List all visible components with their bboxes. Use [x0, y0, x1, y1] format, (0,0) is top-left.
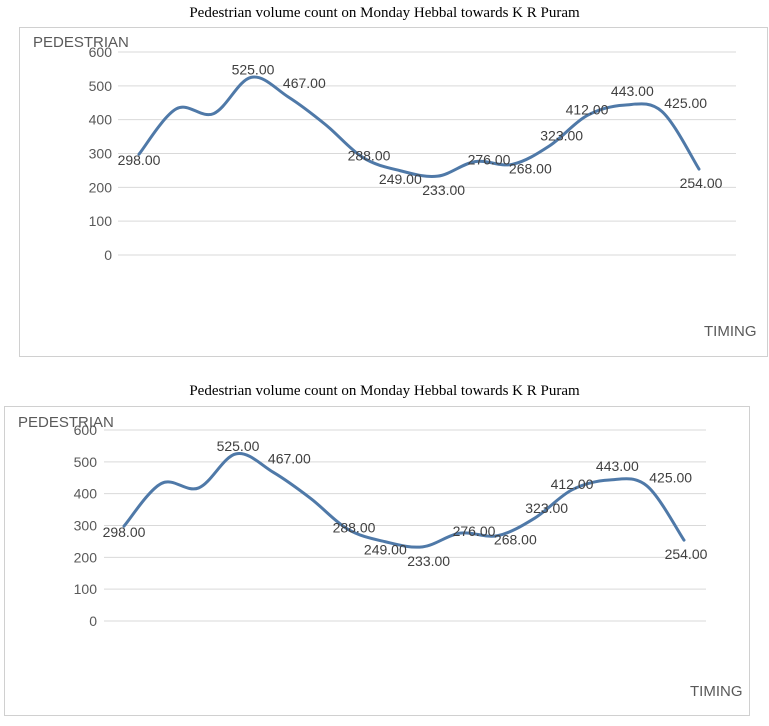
- data-label: 288.00: [348, 148, 391, 164]
- data-label: 249.00: [379, 171, 422, 187]
- data-label: 425.00: [664, 95, 707, 111]
- x-axis-label: TIMING: [690, 683, 743, 700]
- y-tick-label: 600: [74, 422, 98, 438]
- y-tick-label: 100: [74, 581, 98, 597]
- data-label: 249.00: [364, 542, 407, 558]
- y-tick-label: 400: [74, 486, 98, 502]
- data-label: 467.00: [268, 450, 311, 466]
- data-label: 254.00: [680, 175, 723, 191]
- y-tick-label: 300: [74, 518, 98, 534]
- chart-title: Pedestrian volume count on Monday Hebbal…: [189, 5, 580, 21]
- y-tick-label: 200: [89, 179, 113, 195]
- chart-frame: [4, 406, 750, 716]
- y-tick-label: 100: [89, 213, 113, 229]
- data-label: 298.00: [103, 524, 146, 540]
- data-label: 443.00: [611, 83, 654, 99]
- data-label: 323.00: [540, 128, 583, 144]
- data-label: 254.00: [665, 546, 708, 562]
- data-label: 525.00: [217, 438, 260, 454]
- y-tick-label: 600: [89, 44, 113, 60]
- y-tick-label: 500: [74, 454, 98, 470]
- y-tick-label: 0: [104, 247, 112, 263]
- data-label: 443.00: [596, 458, 639, 474]
- series-line: [137, 75, 701, 179]
- data-label: 276.00: [468, 152, 511, 168]
- series-line: [122, 452, 686, 549]
- y-tick-label: 500: [89, 78, 113, 94]
- data-label: 323.00: [525, 500, 568, 516]
- y-axis-label: PEDESTRIAN: [33, 34, 129, 51]
- y-tick-label: 300: [89, 146, 113, 162]
- data-label: 276.00: [453, 523, 496, 539]
- data-label: 233.00: [407, 553, 450, 569]
- data-label: 268.00: [509, 160, 552, 176]
- data-label: 268.00: [494, 532, 537, 548]
- data-label: 288.00: [333, 519, 376, 535]
- data-label: 525.00: [232, 61, 275, 77]
- data-label: 467.00: [283, 75, 326, 91]
- y-tick-label: 400: [89, 112, 113, 128]
- y-tick-label: 200: [74, 549, 98, 565]
- data-label: 412.00: [551, 476, 594, 492]
- x-axis-label: TIMING: [704, 323, 757, 340]
- data-label: 412.00: [566, 102, 609, 118]
- data-label: 425.00: [649, 470, 692, 486]
- chart-title: Pedestrian volume count on Monday Hebbal…: [189, 383, 580, 399]
- y-axis-label: PEDESTRIAN: [18, 414, 114, 431]
- data-label: 298.00: [118, 152, 161, 168]
- chart-frame: [19, 27, 768, 357]
- data-label: 233.00: [422, 182, 465, 198]
- y-tick-label: 0: [89, 613, 97, 629]
